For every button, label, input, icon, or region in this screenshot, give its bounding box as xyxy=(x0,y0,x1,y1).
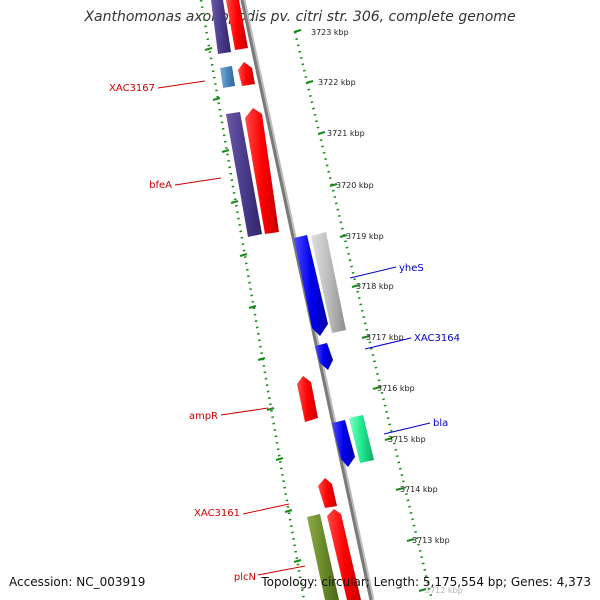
tick-labels: 3723 kbp 3722 kbp 3721 kbp 3720 kbp 3719… xyxy=(311,28,463,595)
tick-label: 3722 kbp xyxy=(318,78,356,87)
map-title: Xanthomonas axonopodis pv. citri str. 30… xyxy=(84,9,516,25)
gene-label-yhes: yheS xyxy=(399,263,424,274)
outer-ticks xyxy=(293,28,427,593)
feature-red-arrow-small xyxy=(238,62,255,86)
tick-label: 3715 kbp xyxy=(388,435,426,444)
gene-label-xac3161: XAC3161 xyxy=(194,508,240,519)
feature-green-bla xyxy=(349,415,374,463)
inner-ticks xyxy=(204,46,302,564)
tick-label: 3716 kbp xyxy=(377,384,415,393)
gene-label-ampr: ampR xyxy=(189,411,218,422)
accession-text: Accession: NC_003919 xyxy=(9,575,146,589)
leader-lines xyxy=(157,80,431,576)
gene-label-plcn: plcN xyxy=(234,572,256,583)
gene-label-xac3164: XAC3164 xyxy=(414,333,460,344)
feature-red-ampR xyxy=(297,376,318,422)
feature-gray-yheS xyxy=(311,232,346,333)
tick-label: 3718 kbp xyxy=(356,282,394,291)
tick-label: 3713 kbp xyxy=(412,536,450,545)
reverse-strand-features xyxy=(211,0,361,600)
feature-navy-bfeA xyxy=(226,112,262,237)
gene-label-xac3167: XAC3167 xyxy=(109,83,155,94)
tick-label: 3723 kbp xyxy=(311,28,349,37)
tick-label: 3721 kbp xyxy=(327,129,365,138)
tick-label: 3717 kbp xyxy=(366,333,404,342)
tick-label: 3714 kbp xyxy=(400,485,438,494)
feature-navy-top xyxy=(211,0,231,54)
feature-steel-xac3167 xyxy=(220,66,235,88)
gene-label-bfea: bfeA xyxy=(149,180,172,191)
gene-label-bla: bla xyxy=(433,418,448,429)
feature-red-plcN xyxy=(327,509,361,600)
inner-dotted-ring xyxy=(199,0,306,600)
feature-blue-xac3164 xyxy=(315,343,333,370)
forward-strand-features xyxy=(294,232,374,467)
feature-blue-yheS xyxy=(294,235,328,336)
feature-blue-bla xyxy=(332,420,355,467)
tick-label: 3712 kbp xyxy=(425,586,463,595)
feature-red-xac3161 xyxy=(318,478,337,508)
feature-red-top xyxy=(226,0,248,50)
feature-red-bfeA xyxy=(245,108,279,234)
gene-labels: XAC3167 bfeA yheS XAC3164 ampR bla XAC31… xyxy=(109,83,460,583)
genome-summary-text: Topology: circular; Length: 5,175,554 bp… xyxy=(261,575,591,589)
feature-olive-plcN xyxy=(307,514,339,600)
tick-label: 3720 kbp xyxy=(336,181,374,190)
tick-label: 3719 kbp xyxy=(346,232,384,241)
